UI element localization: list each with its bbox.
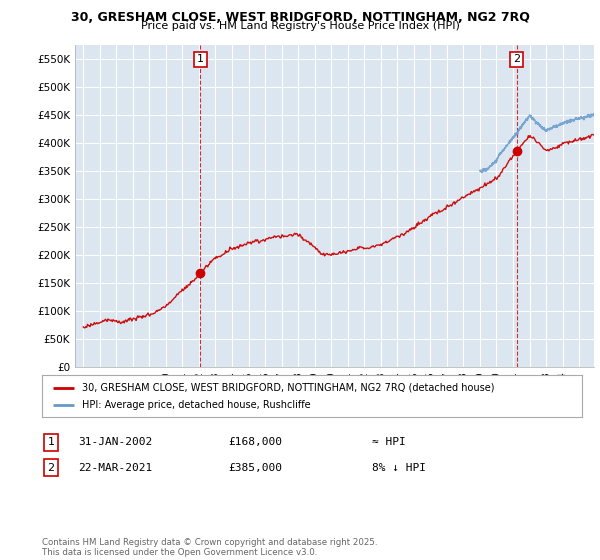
Text: 30, GRESHAM CLOSE, WEST BRIDGFORD, NOTTINGHAM, NG2 7RQ: 30, GRESHAM CLOSE, WEST BRIDGFORD, NOTTI… [71,11,529,24]
Text: 1: 1 [197,54,204,64]
Text: 2: 2 [513,54,520,64]
Text: £385,000: £385,000 [228,463,282,473]
Text: ≈ HPI: ≈ HPI [372,437,406,447]
Text: Contains HM Land Registry data © Crown copyright and database right 2025.
This d: Contains HM Land Registry data © Crown c… [42,538,377,557]
Text: £168,000: £168,000 [228,437,282,447]
Text: 31-JAN-2002: 31-JAN-2002 [78,437,152,447]
Text: 8% ↓ HPI: 8% ↓ HPI [372,463,426,473]
Text: 22-MAR-2021: 22-MAR-2021 [78,463,152,473]
Text: 1: 1 [47,437,55,447]
Text: HPI: Average price, detached house, Rushcliffe: HPI: Average price, detached house, Rush… [83,400,311,410]
Text: 30, GRESHAM CLOSE, WEST BRIDGFORD, NOTTINGHAM, NG2 7RQ (detached house): 30, GRESHAM CLOSE, WEST BRIDGFORD, NOTTI… [83,383,495,393]
Text: Price paid vs. HM Land Registry's House Price Index (HPI): Price paid vs. HM Land Registry's House … [140,21,460,31]
Text: 2: 2 [47,463,55,473]
